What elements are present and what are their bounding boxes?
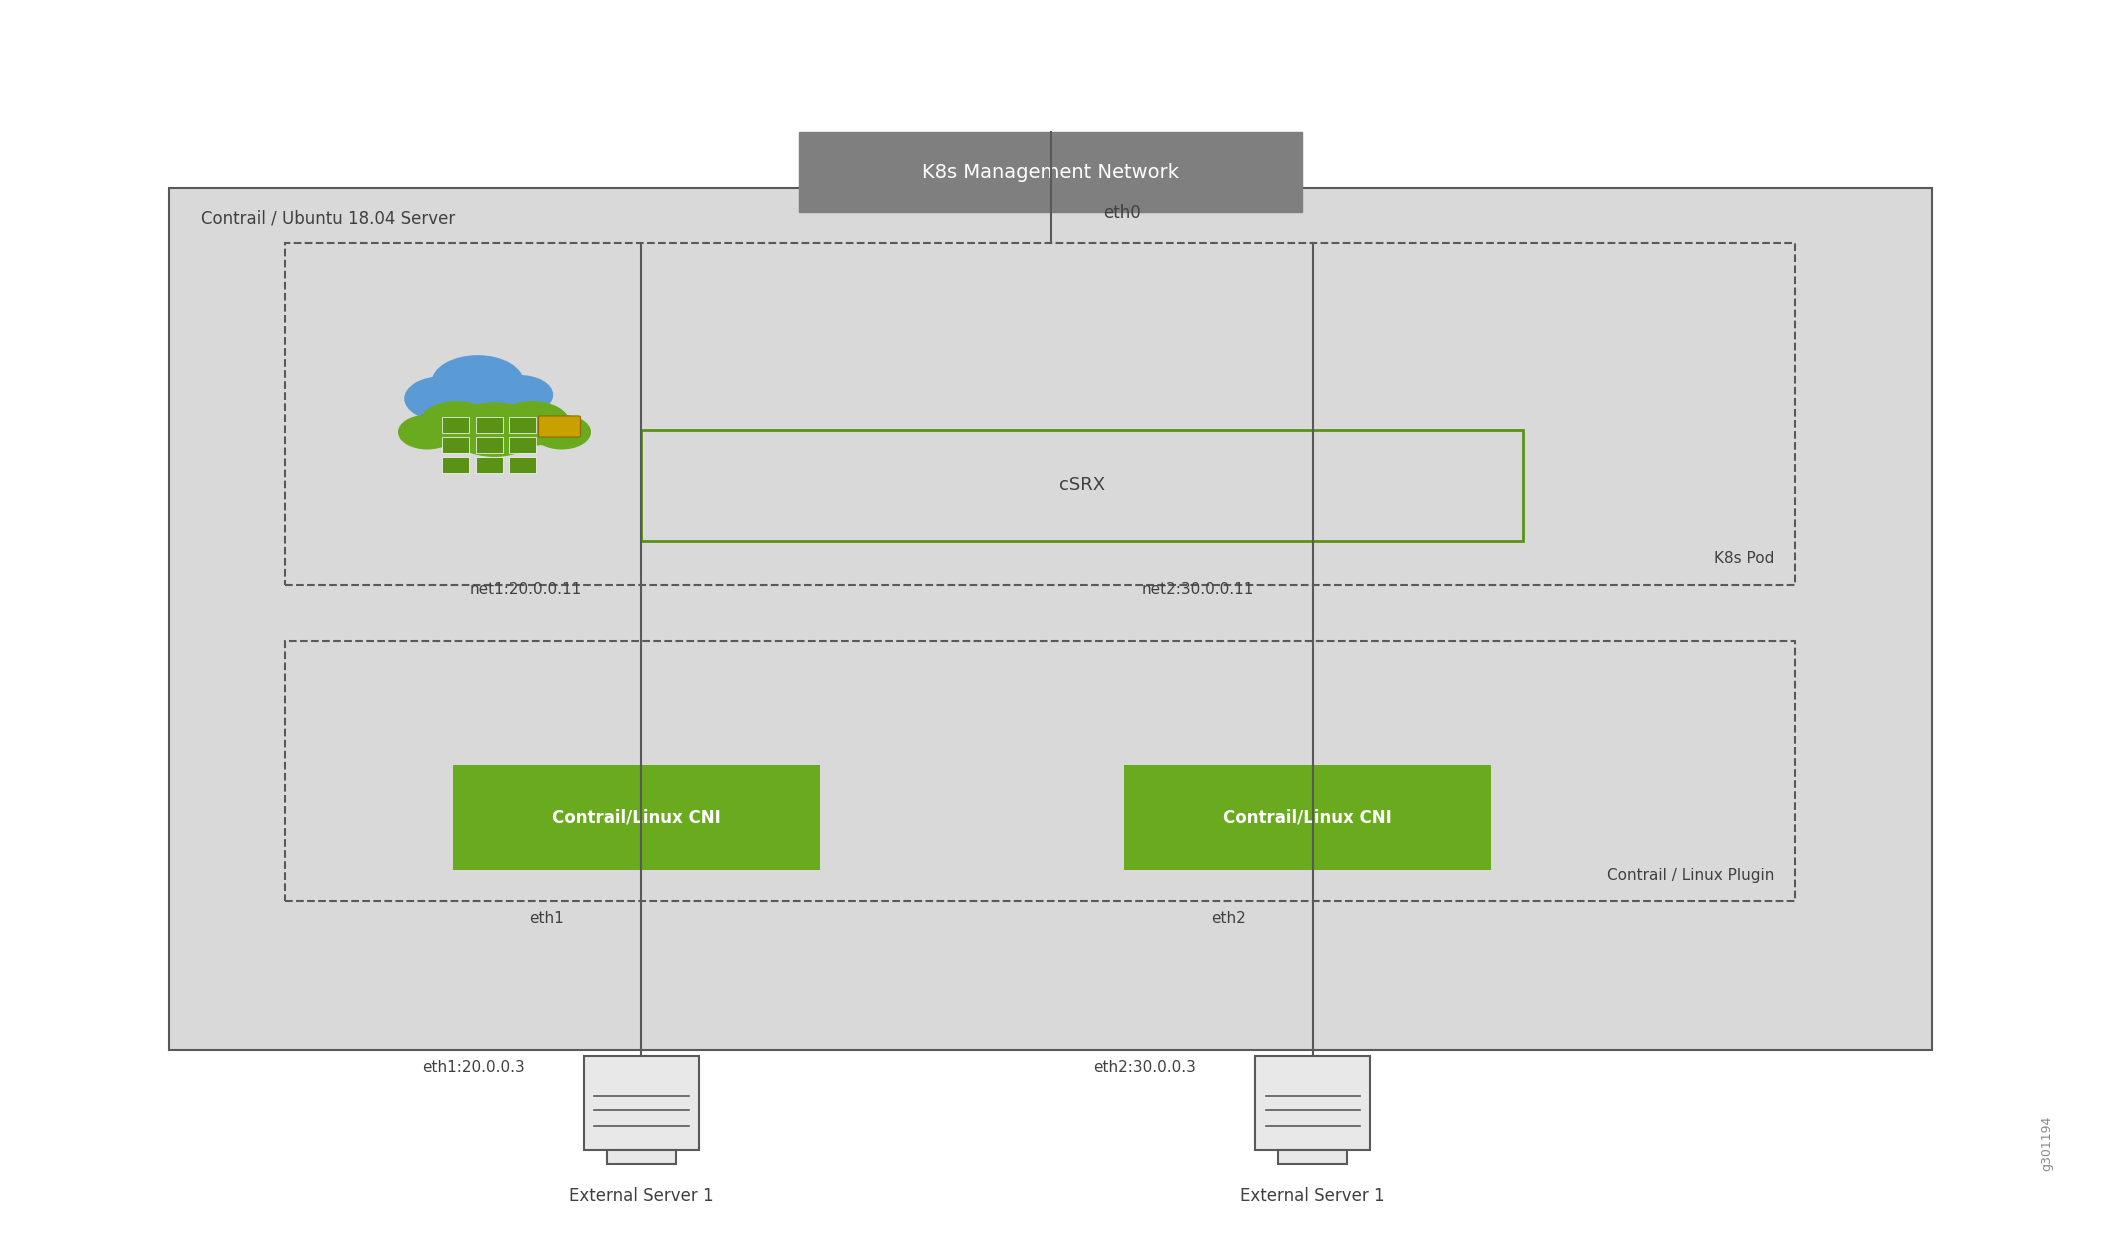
FancyBboxPatch shape	[798, 132, 1303, 213]
FancyBboxPatch shape	[607, 1149, 677, 1164]
FancyBboxPatch shape	[584, 1056, 700, 1149]
FancyBboxPatch shape	[1277, 1149, 1347, 1164]
FancyBboxPatch shape	[508, 417, 536, 433]
Text: Contrail / Ubuntu 18.04 Server: Contrail / Ubuntu 18.04 Server	[202, 210, 456, 228]
FancyBboxPatch shape	[475, 457, 502, 473]
Circle shape	[418, 401, 494, 445]
Circle shape	[494, 401, 569, 445]
FancyBboxPatch shape	[441, 437, 469, 453]
Circle shape	[397, 414, 456, 449]
Text: External Server 1: External Server 1	[1240, 1187, 1385, 1205]
FancyBboxPatch shape	[170, 188, 1931, 1050]
Circle shape	[485, 374, 553, 414]
Text: eth1:20.0.0.3: eth1:20.0.0.3	[422, 1060, 525, 1075]
Text: K8s Management Network: K8s Management Network	[922, 163, 1179, 182]
Text: net1:20.0.0.11: net1:20.0.0.11	[471, 582, 582, 597]
FancyBboxPatch shape	[538, 415, 580, 437]
FancyBboxPatch shape	[441, 417, 469, 433]
FancyBboxPatch shape	[452, 765, 819, 871]
Text: g301194: g301194	[2040, 1116, 2053, 1171]
Text: eth1: eth1	[529, 911, 565, 926]
Text: eth2: eth2	[1212, 911, 1246, 926]
FancyBboxPatch shape	[475, 437, 502, 453]
Text: K8s Pod: K8s Pod	[1714, 551, 1775, 566]
FancyBboxPatch shape	[475, 417, 502, 433]
Circle shape	[427, 397, 485, 432]
Text: Contrail/Linux CNI: Contrail/Linux CNI	[553, 809, 721, 826]
Circle shape	[448, 402, 540, 457]
Text: net2:30.0.0.11: net2:30.0.0.11	[1141, 582, 1254, 597]
Text: Contrail / Linux Plugin: Contrail / Linux Plugin	[1607, 867, 1775, 883]
FancyBboxPatch shape	[508, 457, 536, 473]
Circle shape	[532, 414, 590, 449]
FancyBboxPatch shape	[441, 457, 469, 473]
Text: Contrail/Linux CNI: Contrail/Linux CNI	[1223, 809, 1391, 826]
FancyBboxPatch shape	[1124, 765, 1492, 871]
Text: cSRX: cSRX	[1059, 476, 1105, 494]
Circle shape	[403, 376, 479, 420]
Text: eth0: eth0	[1103, 204, 1141, 223]
Circle shape	[431, 355, 523, 409]
FancyBboxPatch shape	[1254, 1056, 1370, 1149]
Text: eth2:30.0.0.3: eth2:30.0.0.3	[1093, 1060, 1195, 1075]
FancyBboxPatch shape	[508, 437, 536, 453]
Text: External Server 1: External Server 1	[569, 1187, 714, 1205]
